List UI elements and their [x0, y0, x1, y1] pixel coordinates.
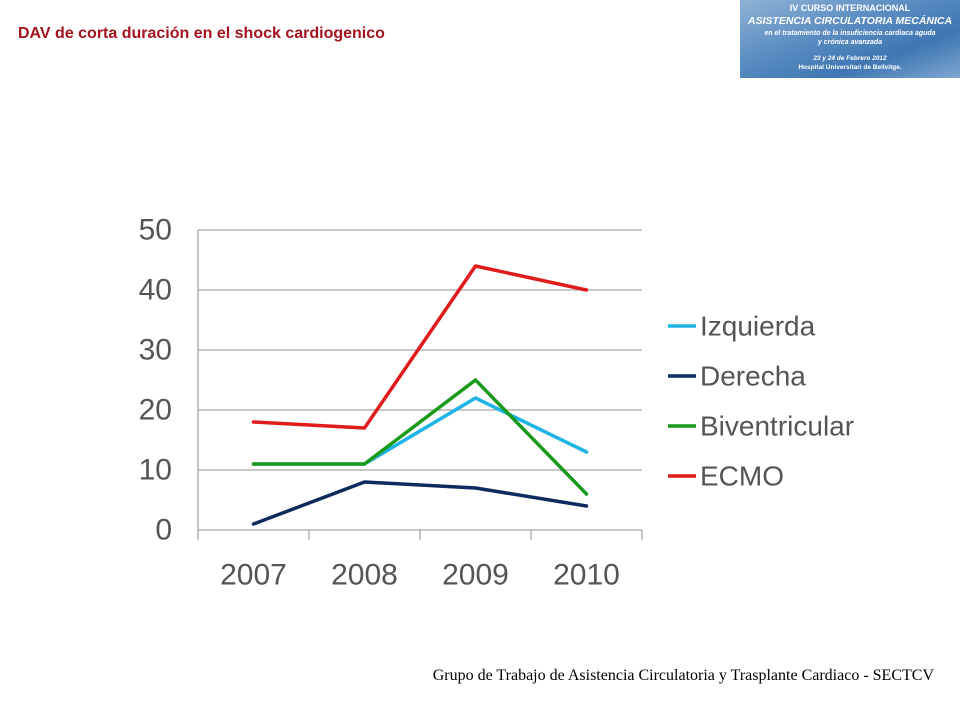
footer-credit: Grupo de Trabajo de Asistencia Circulato…: [432, 667, 934, 684]
x-axis-ticks: 2007 2008 2009 2010: [220, 559, 620, 592]
series-line-derecha: [251, 480, 589, 526]
course-banner: IV CURSO INTERNACIONAL ASISTENCIA CIRCUL…: [740, 0, 960, 78]
banner-line-4: y crónica avanzada: [817, 39, 883, 46]
banner-line-6: Hospital Universitari de Bellvitge.: [798, 64, 902, 71]
y-tick-label: 30: [139, 334, 172, 367]
x-tick-label: 2007: [220, 559, 287, 592]
series-line-ecmo: [251, 264, 589, 430]
y-tick-label: 40: [139, 274, 172, 307]
banner-line-1: IV CURSO INTERNACIONAL: [789, 3, 911, 13]
y-tick-label: 50: [139, 214, 172, 247]
chart-gridlines: [198, 229, 642, 471]
series-line-izquierda: [251, 396, 589, 466]
x-tick-label: 2010: [553, 559, 620, 592]
chart-axes: [197, 230, 643, 540]
banner-line-2: ASISTENCIA CIRCULATORIA MECÁNICA: [747, 15, 953, 27]
y-tick-label: 10: [139, 454, 172, 487]
series-line-biventricular: [251, 378, 589, 496]
chart-legend: Izquierda Derecha Biventricular ECMO: [668, 311, 854, 492]
chart-series: [251, 264, 589, 526]
y-tick-label: 0: [155, 514, 172, 547]
x-tick-label: 2009: [442, 559, 509, 592]
x-tick-label: 2008: [331, 559, 398, 592]
banner-line-3: en el tratamiento de la insuficiencia ca…: [764, 30, 936, 37]
legend-label: Izquierda: [700, 311, 816, 342]
legend-label: Derecha: [700, 361, 806, 392]
legend-label: Biventricular: [700, 411, 854, 442]
banner-line-5: 23 y 24 de Febrero 2012: [813, 55, 887, 62]
legend-label: ECMO: [700, 461, 784, 492]
y-axis-ticks: 0 10 20 30 40 50: [139, 214, 172, 547]
slide-title: DAV de corta duración en el shock cardio…: [18, 25, 385, 42]
y-tick-label: 20: [139, 394, 172, 427]
